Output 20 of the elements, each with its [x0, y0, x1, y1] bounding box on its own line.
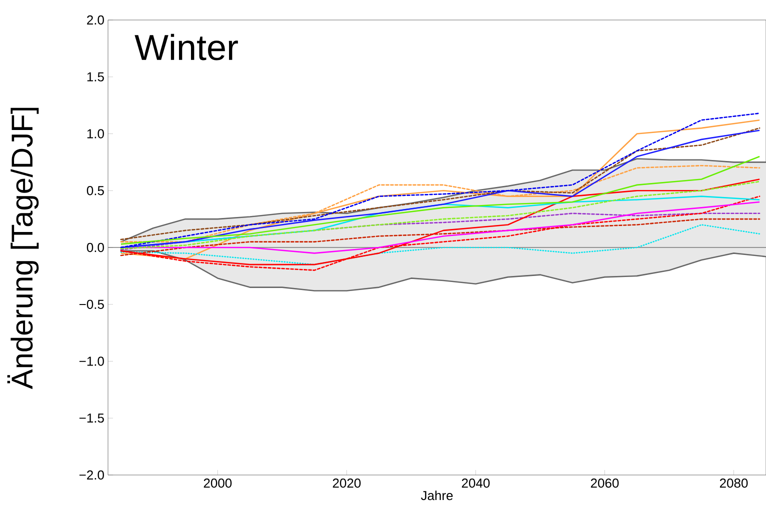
- x-tick-label: 2020: [332, 478, 361, 488]
- y-tick-label: −0.5: [79, 300, 104, 309]
- line-series: [120, 224, 760, 266]
- x-tick-label: 2080: [720, 478, 748, 488]
- line-series: [120, 180, 760, 250]
- y-tick-label: −1.0: [79, 356, 104, 366]
- y-tick-label: −2.0: [79, 470, 104, 480]
- y-tick-label: 1.0: [87, 129, 104, 138]
- y-tick-label: −1.5: [79, 414, 104, 423]
- annotation: Winter: [134, 34, 238, 60]
- x-tick-label: 2040: [462, 478, 490, 488]
- x-axis-title: Jahre: [420, 490, 453, 500]
- line-series: [120, 218, 760, 256]
- y-tick-label: 2.0: [87, 15, 104, 25]
- x-tick-label: 2000: [204, 478, 232, 488]
- y-tick-label: 0.0: [86, 242, 104, 252]
- y-tick-label: 1.5: [87, 72, 104, 82]
- y-tick-label: 0.5: [86, 186, 104, 196]
- x-tick-label: 2060: [590, 478, 619, 488]
- y-axis-title: Änderung [Tage/DJF]: [7, 108, 39, 390]
